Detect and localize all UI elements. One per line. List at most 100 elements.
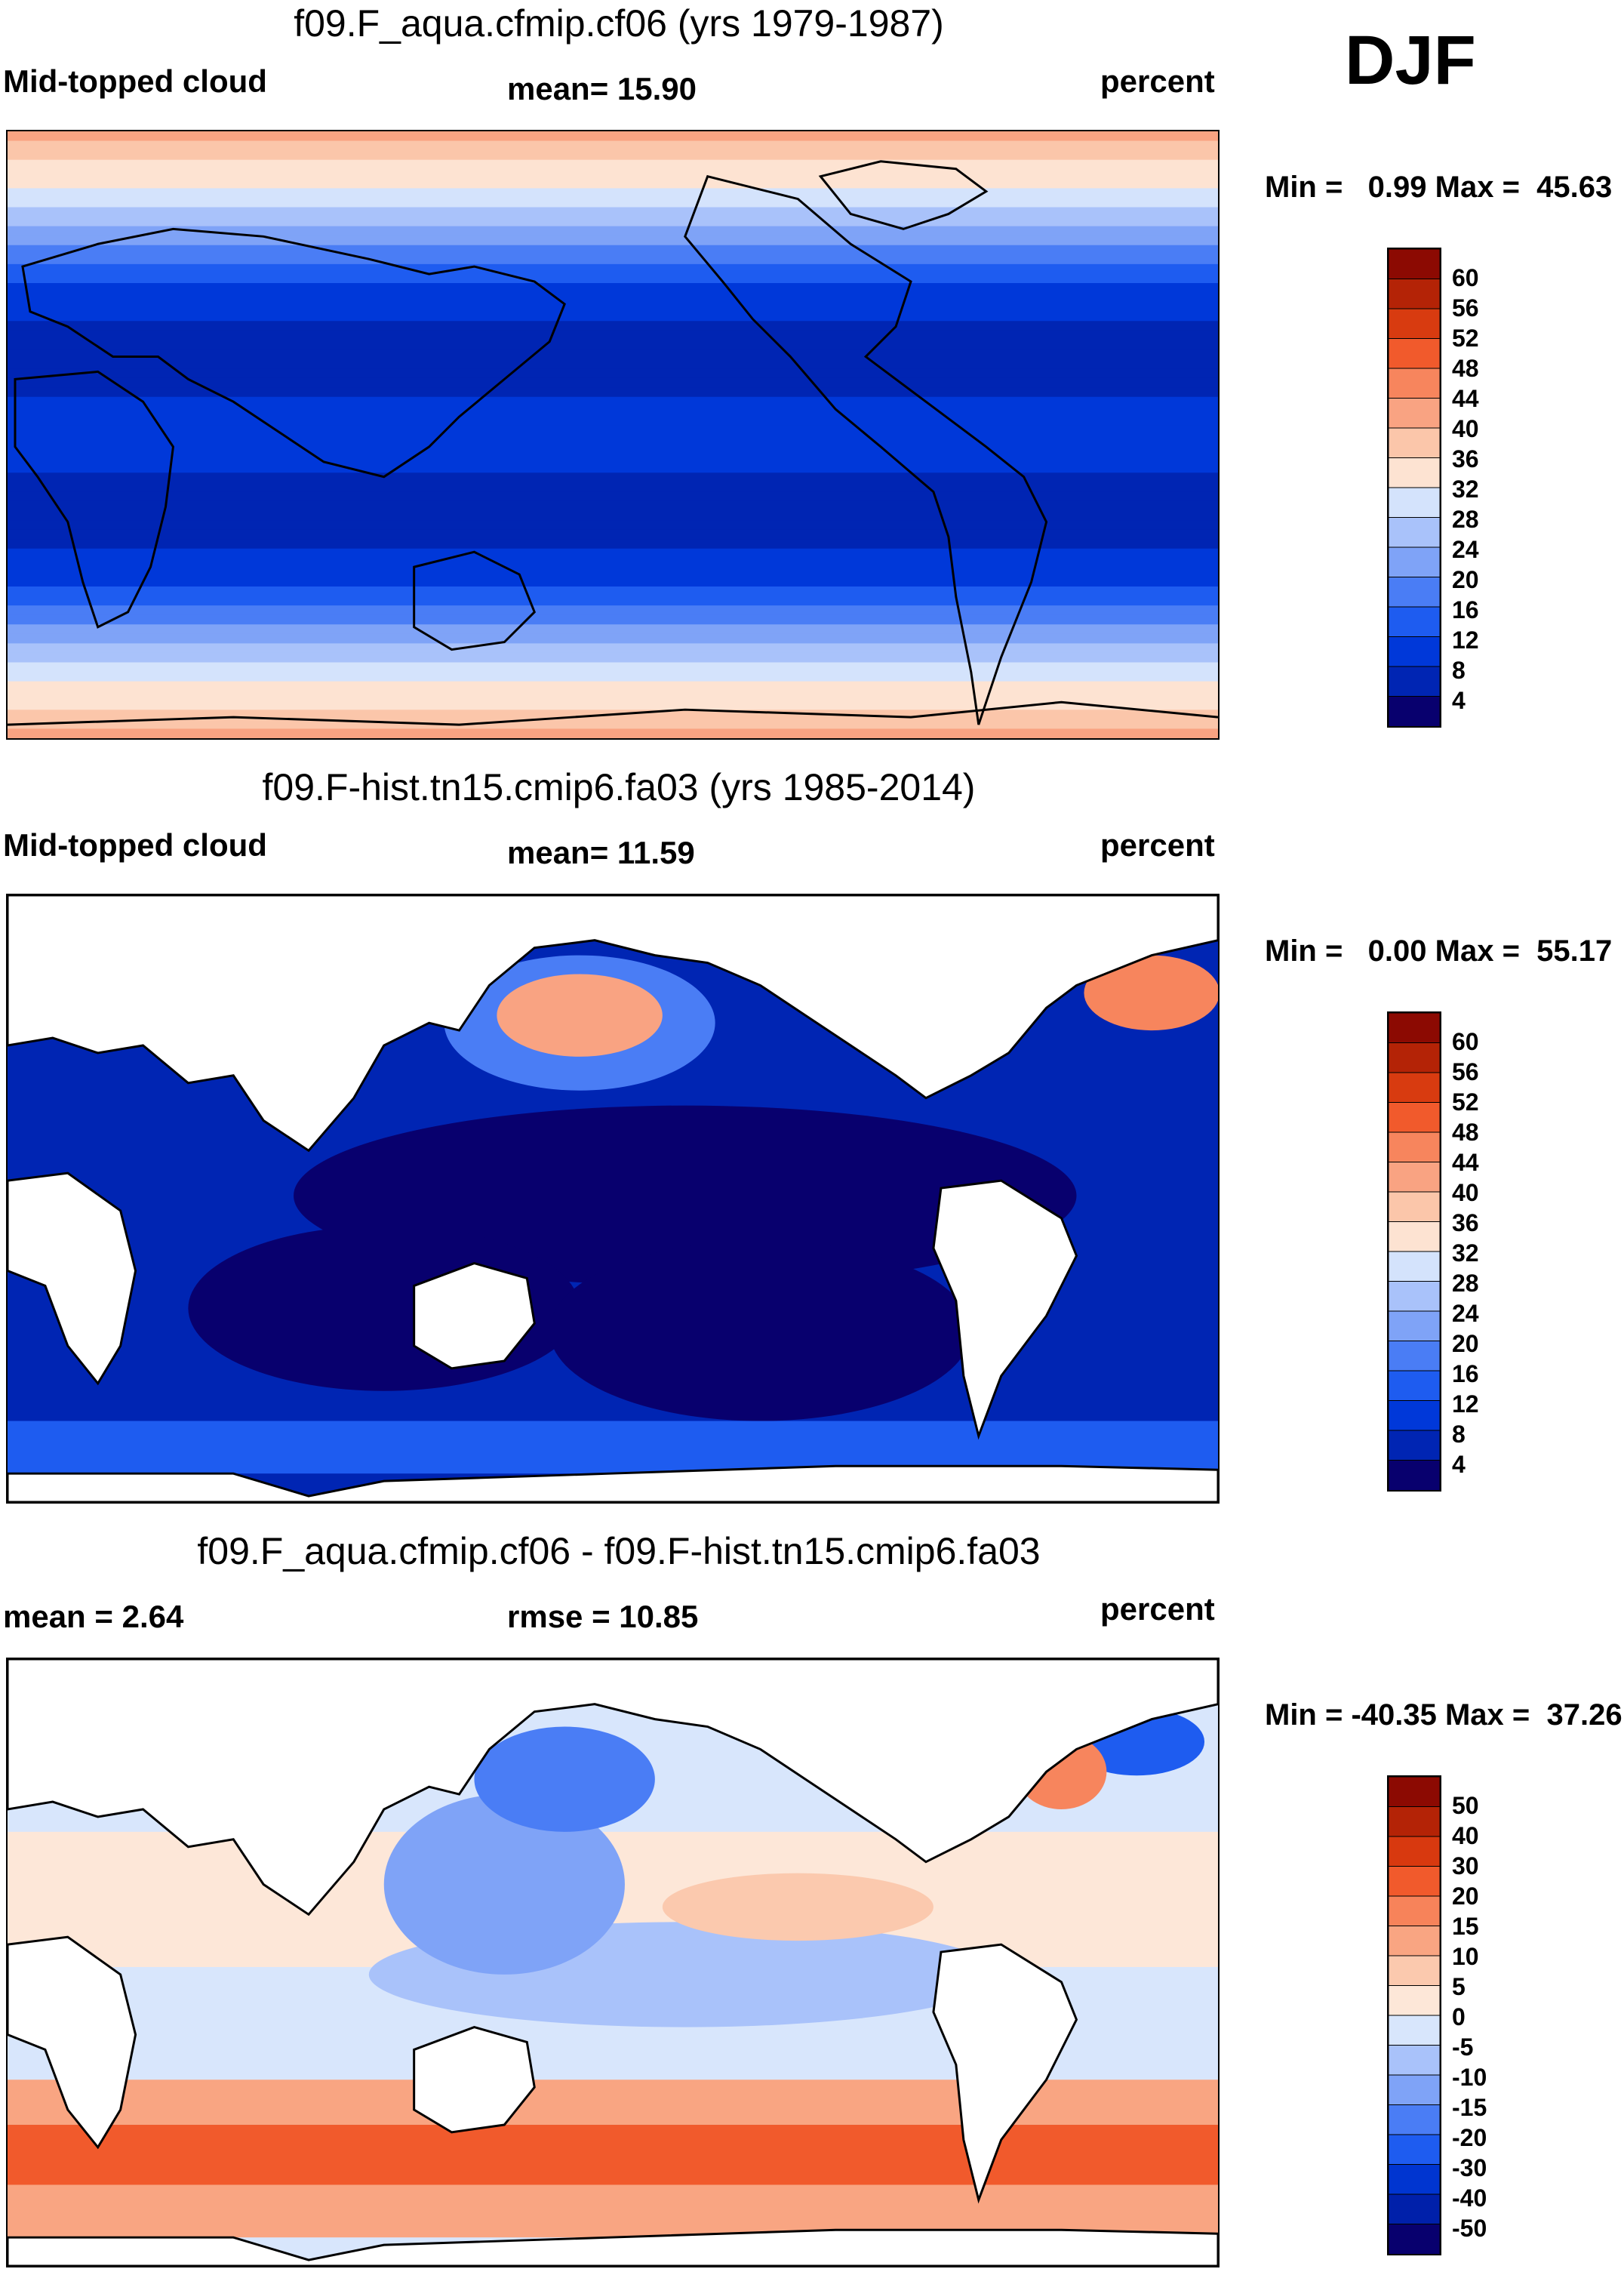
cb-tick: 28: [1452, 506, 1479, 533]
land-africa: [8, 1171, 137, 1386]
cb-tick: 20: [1452, 1330, 1479, 1357]
land-australia: [413, 1262, 536, 1370]
zonal-band: [8, 197, 1218, 208]
zonal-band: [8, 273, 1218, 284]
zonal-band: [8, 662, 1218, 673]
zonal-band: [8, 444, 1218, 455]
field-low-south-pacific: [549, 1240, 971, 1421]
colorbar-swatch: [1389, 1400, 1440, 1431]
zonal-band: [8, 539, 1218, 550]
cb-tick: 15: [1452, 1913, 1479, 1940]
land-antarctica: [8, 2228, 1218, 2266]
cb-tick: 56: [1452, 294, 1479, 322]
land-north: [8, 895, 1218, 1153]
season-label: DJF: [1345, 22, 1476, 99]
cb-tick: 10: [1452, 1943, 1479, 1970]
zonal-band: [8, 672, 1218, 682]
zonal-band: [8, 473, 1218, 483]
panel2-colorbar-swatches: [1389, 1013, 1440, 1490]
panel1-colorbar-ticks: 60 56 52 48 44 40 36 32 28 24 20 16 12 8…: [1452, 248, 1542, 728]
colorbar-swatch: [1389, 577, 1440, 608]
colorbar-swatch: [1389, 1310, 1440, 1342]
colorbar-swatch: [1389, 2104, 1440, 2135]
cb-tick: 4: [1452, 1451, 1466, 1478]
zonal-band: [8, 415, 1218, 426]
colorbar-swatch: [1389, 1926, 1440, 1956]
cb-tick: 20: [1452, 1883, 1479, 1910]
colorbar-swatch: [1389, 1866, 1440, 1897]
panel3-map-svg: [8, 1659, 1218, 2266]
cb-tick: 36: [1452, 1209, 1479, 1236]
panel2-map-svg: [8, 895, 1218, 1502]
panel1-title: f09.F_aqua.cfmip.cf06 (yrs 1979-1987): [294, 2, 944, 45]
cb-tick: 20: [1452, 566, 1479, 593]
panel2-minmax: Min = 0.00 Max = 55.17: [1265, 934, 1613, 968]
cb-tick: 36: [1452, 445, 1479, 473]
cb-tick: 32: [1452, 476, 1479, 503]
zonal-band: [8, 605, 1218, 616]
zonal-band: [8, 349, 1218, 360]
colorbar-swatch: [1389, 1341, 1440, 1372]
zonal-band: [8, 435, 1218, 445]
field-southern-ocean: [8, 1421, 1218, 1474]
zonal-band: [8, 558, 1218, 568]
zonal-band: [8, 500, 1218, 512]
cb-tick: 28: [1452, 1270, 1479, 1297]
cb-tick: -5: [1452, 2033, 1474, 2061]
colorbar-swatch: [1389, 398, 1440, 429]
coast-north-america: [684, 174, 1048, 725]
panel2-map: [6, 894, 1220, 1504]
zonal-band: [8, 217, 1218, 227]
cb-tick: 60: [1452, 1028, 1479, 1055]
colorbar-swatch: [1389, 1221, 1440, 1252]
panel3-colorbar-ticks: 50 40 30 20 15 10 5 0 -5 -10 -15 -20 -30…: [1452, 1775, 1542, 2255]
cb-tick: 48: [1452, 355, 1479, 382]
zonal-band: [8, 624, 1218, 635]
colorbar-swatch: [1389, 2224, 1440, 2254]
cb-tick: 48: [1452, 1119, 1479, 1146]
colorbar-swatch: [1389, 2015, 1440, 2046]
zonal-band: [8, 321, 1218, 331]
cb-tick: 40: [1452, 415, 1479, 442]
land-south-america: [932, 1943, 1078, 2204]
cb-tick: 0: [1452, 2003, 1466, 2030]
colorbar-swatch: [1389, 427, 1440, 459]
zonal-band: [8, 368, 1218, 379]
cb-tick: -15: [1452, 2094, 1487, 2121]
zonal-band: [8, 254, 1218, 265]
colorbar-swatch: [1389, 2074, 1440, 2106]
panel1-colorbar: [1387, 248, 1441, 728]
zonal-band: [8, 131, 1218, 142]
zonal-band: [8, 463, 1218, 474]
panel3-rmse-label: rmse = 10.85: [507, 1599, 699, 1634]
zonal-band: [8, 586, 1218, 597]
land-north: [8, 1659, 1218, 1916]
colorbar-swatch: [1389, 457, 1440, 488]
cb-tick: 24: [1452, 1300, 1479, 1327]
cb-tick: 8: [1452, 657, 1466, 684]
cb-tick: 56: [1452, 1058, 1479, 1085]
panel3-colorbar-svg: [1389, 1777, 1440, 2254]
cb-tick: 16: [1452, 1360, 1479, 1387]
colorbar-swatch: [1389, 1102, 1440, 1133]
coast-australia: [413, 550, 537, 651]
zonal-band: [8, 425, 1218, 436]
colorbar-swatch: [1389, 636, 1440, 667]
colorbar-swatch: [1389, 546, 1440, 578]
panel2-units-label: percent: [1100, 827, 1215, 863]
land-antarctica: [8, 1464, 1218, 1502]
cb-tick: 4: [1452, 687, 1466, 714]
zonal-band: [8, 359, 1218, 370]
colorbar-swatch: [1389, 308, 1440, 340]
colorbar-swatch: [1389, 1072, 1440, 1104]
zonal-band: [8, 728, 1218, 738]
panel1-left-label: Mid-topped cloud: [3, 63, 267, 99]
zonal-band: [8, 292, 1218, 303]
panel3-colorbar-swatches: [1389, 1777, 1440, 2254]
zonal-band: [8, 226, 1218, 237]
panel1-coastlines: [8, 160, 1218, 726]
zonal-band: [8, 520, 1218, 531]
colorbar-swatch: [1389, 696, 1440, 726]
panel2-colorbar: [1387, 1011, 1441, 1492]
zonal-band: [8, 719, 1218, 730]
